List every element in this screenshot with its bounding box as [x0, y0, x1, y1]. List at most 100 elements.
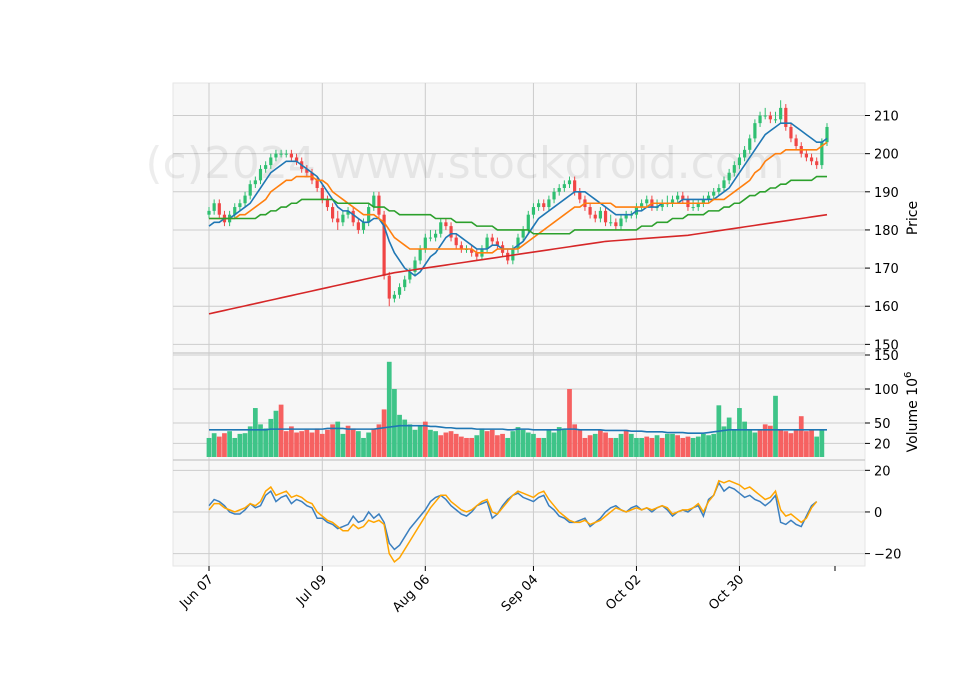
volume-bar [294, 432, 299, 457]
candle-body [454, 237, 458, 246]
volume-bar [793, 429, 799, 457]
candle-body [346, 210, 350, 215]
volume-bar [520, 429, 526, 457]
volume-bar [721, 426, 727, 457]
oscillator-panel [172, 459, 866, 567]
volume-bar [232, 437, 238, 457]
volume-bar [381, 409, 387, 457]
price-tick-label: 170 [874, 262, 899, 277]
candle-body [356, 222, 360, 230]
candle-body [588, 207, 592, 215]
volume-bar [438, 435, 444, 457]
candle-body [763, 115, 767, 117]
ma_slow-line [209, 175, 827, 235]
oscillator-tick-label: 0 [874, 506, 882, 521]
volume-bar [582, 437, 588, 457]
volume-bar [304, 429, 310, 457]
volume-bar [639, 437, 644, 457]
candle-body [269, 157, 273, 166]
volume-bar [561, 428, 567, 457]
volume-bar [289, 426, 294, 457]
volume-bar [675, 435, 681, 457]
volume-bar [216, 436, 222, 457]
volume-bar [762, 424, 768, 457]
candle-body [557, 187, 561, 192]
volume-bar [659, 437, 665, 457]
price-panel [172, 82, 866, 354]
x-tick-label: Oct 30 [706, 572, 747, 613]
candle-body [320, 187, 324, 200]
price-tick-label: 180 [874, 224, 899, 239]
candle-body [336, 218, 340, 223]
candle-body [351, 210, 355, 223]
candle-body [624, 214, 628, 219]
volume-bar [355, 431, 361, 457]
candle-body [279, 153, 283, 155]
candle-body [712, 191, 716, 196]
candle-body [238, 203, 242, 208]
candle-body [593, 214, 597, 219]
volume-bar [464, 437, 469, 457]
volume-bar [742, 421, 747, 457]
candle-body [815, 161, 819, 166]
candle-body [444, 222, 448, 227]
candle-body [779, 107, 783, 120]
candle-body [475, 252, 479, 257]
volume-bar [222, 433, 227, 457]
volume-bar [654, 435, 660, 457]
volume-bar [572, 424, 578, 457]
candle-body [212, 203, 216, 211]
x-tick-label: Jul 09 [293, 572, 330, 609]
candle-body [397, 287, 402, 295]
candle-body [470, 249, 474, 253]
volume-bar [701, 433, 706, 457]
x-tick-label: Jun 07 [177, 572, 217, 612]
volume-bar [809, 429, 814, 457]
volume-axis-label: Volume 106 [903, 372, 921, 453]
candle-body [748, 138, 752, 150]
volume-bar [458, 436, 464, 457]
candle-body [439, 222, 443, 234]
volume-bar [536, 437, 541, 457]
volume-bar [412, 429, 418, 457]
volume-bar [644, 436, 650, 457]
candle-body [789, 126, 793, 139]
volume-bar [515, 427, 521, 457]
volume-bar [283, 431, 289, 457]
volume-tick-label: 50 [874, 417, 891, 432]
volume-bar [747, 429, 753, 457]
volume-bar [211, 433, 217, 457]
candle-body [670, 199, 675, 204]
candle-body [547, 199, 551, 208]
candle-body [619, 218, 623, 227]
candle-body [284, 153, 288, 155]
candle-body [645, 199, 649, 204]
candle-body [377, 195, 381, 215]
volume-bar [628, 433, 634, 457]
volume-bar [587, 435, 593, 457]
candle-body [614, 222, 618, 227]
price-tick-label: 160 [874, 300, 899, 315]
volume-bar [531, 433, 536, 457]
volume-bar [706, 435, 711, 457]
volume-bar [361, 437, 366, 457]
volume-bar [798, 416, 804, 457]
volume-bar [608, 437, 614, 457]
volume-bar [773, 395, 778, 457]
volume-bar [443, 432, 449, 457]
candle-body [773, 119, 778, 121]
volume-bar [634, 437, 639, 457]
volume-bar [422, 421, 428, 457]
candle-body [403, 279, 407, 288]
x-tick-label: Aug 06 [390, 572, 433, 615]
ma_long-line [208, 213, 828, 315]
candle-body [737, 157, 742, 166]
volume-bar [731, 429, 737, 457]
candle-body [413, 260, 417, 272]
candle-body [434, 233, 438, 238]
volume-bar [778, 429, 784, 457]
volume-bar [345, 425, 351, 457]
candle-body [809, 157, 814, 162]
candle-body [660, 203, 664, 208]
volume-bar [695, 436, 701, 457]
